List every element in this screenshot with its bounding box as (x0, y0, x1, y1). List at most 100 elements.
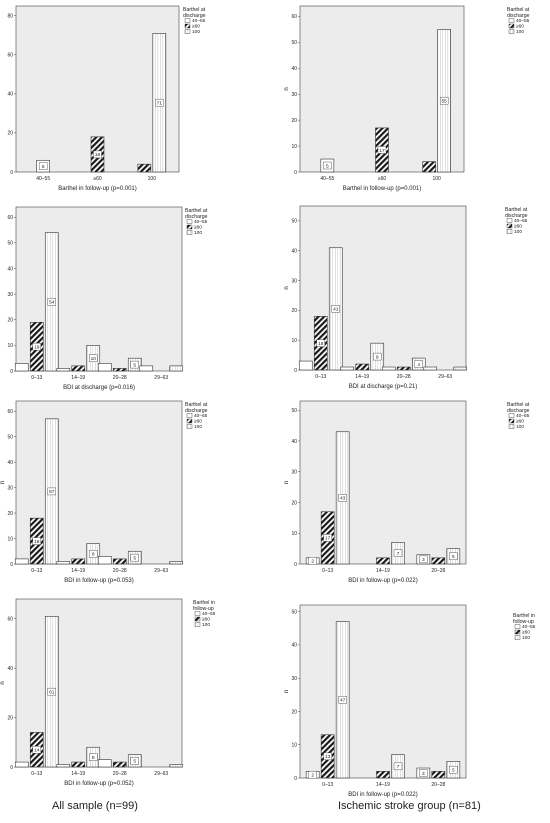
y-tick-label: 50 (291, 40, 297, 46)
x-tick-label: 20–28 (113, 771, 127, 777)
data-label: 41 (333, 307, 339, 313)
bar (137, 163, 152, 173)
y-axis-title: n (0, 481, 6, 484)
data-label-box (308, 557, 317, 565)
data-label-box (130, 553, 139, 562)
bar (423, 366, 438, 371)
x-tick-label: 0–13 (322, 782, 333, 788)
legend-label: 100 (514, 229, 522, 235)
legend-swatch (186, 418, 193, 424)
legend-swatch (186, 230, 193, 235)
legend-swatch (186, 219, 193, 224)
data-label-box (373, 352, 382, 361)
y-tick-label: 60 (7, 53, 13, 59)
data-label: 5 (452, 767, 455, 773)
y-tick-label: 40 (7, 92, 13, 98)
y-tick-label: 0 (10, 170, 13, 176)
chart-p4: 0 10 20 30 40 50 n 18 41 0–13 9 14–19 4 20–28 29–63 BDI… (284, 205, 528, 390)
legend-title: discharge (505, 213, 528, 219)
data-label-box (393, 762, 403, 771)
y-axis-title: n (284, 87, 290, 90)
data-label-box (47, 687, 56, 696)
legend-swatch (514, 635, 521, 640)
y-tick-label: 60 (7, 617, 13, 623)
x-tick-label: 29–63 (154, 375, 168, 381)
y-tick-label: 0 (294, 368, 297, 374)
legend-swatch (194, 622, 201, 627)
x-tick-label: 14–19 (376, 568, 390, 574)
y-tick-label: 20 (7, 511, 13, 517)
x-axis-title: BDI in follow-up (p=0.053) (64, 578, 134, 584)
y-tick-label: 20 (291, 709, 297, 715)
data-label-box (316, 339, 325, 347)
y-tick-label: 0 (294, 562, 297, 568)
y-tick-label: 30 (291, 92, 297, 98)
y-tick-label: 30 (7, 485, 13, 491)
y-axis-title: n (284, 690, 290, 693)
data-label: 47 (340, 698, 346, 704)
legend-label: ≥60 (202, 617, 210, 623)
data-label-box (449, 765, 458, 774)
x-tick-label: 0–13 (322, 568, 333, 574)
y-tick-label: 0 (10, 765, 13, 771)
bar (139, 365, 154, 372)
legend-title: Barthel in (513, 613, 535, 619)
x-tick-label: 29–63 (154, 771, 168, 777)
y-tick-label: 0 (10, 562, 13, 568)
data-label-box (32, 537, 41, 545)
bar (376, 771, 390, 779)
legend-label: 100 (192, 29, 200, 35)
y-axis-title: n (0, 681, 6, 684)
data-label: 18 (34, 539, 40, 545)
x-tick-label: 14–19 (376, 782, 390, 788)
legend-label: 40–55 (516, 18, 530, 24)
y-tick-label: 60 (7, 409, 13, 415)
y-tick-label: 20 (291, 118, 297, 124)
x-axis-title: Barthel in follow-up (p=0.001) (58, 186, 137, 192)
bar (340, 366, 355, 371)
data-label: 6 (42, 164, 45, 170)
legend-title: Barthel at (507, 7, 530, 13)
x-tick-label: 100 (432, 176, 441, 182)
bar (56, 764, 71, 768)
legend-swatch (508, 29, 515, 34)
data-label: 17 (379, 148, 385, 154)
y-tick-label: 40 (7, 666, 13, 672)
y-tick-label: 60 (291, 14, 297, 20)
legend-title: Barthel at (185, 402, 208, 408)
x-tick-label: 20–28 (431, 782, 445, 788)
data-label-box (338, 494, 347, 502)
chart-p7: 0 20 40 60 n 14 61 0–13 8 14–19 5 20–28 29–63 BDI in … (0, 598, 216, 787)
legend-label: 40–55 (514, 218, 528, 224)
data-label: 5 (452, 554, 455, 560)
data-label-box (130, 757, 139, 765)
y-tick-label: 10 (291, 743, 297, 749)
data-label-box (47, 487, 56, 496)
y-tick-label: 10 (7, 536, 13, 542)
legend-title: discharge (185, 408, 208, 414)
bar (71, 558, 86, 565)
bar (169, 561, 184, 565)
x-tick-label: 29–63 (438, 374, 452, 380)
legend-label: 100 (194, 424, 202, 430)
y-tick-label: 40 (7, 460, 13, 466)
caption-all-sample: All sample (n=99) (52, 800, 138, 812)
legend-title: follow-up (193, 606, 214, 612)
legend-title: Barthel in (193, 600, 215, 606)
plot-area (15, 206, 183, 372)
legend-label: ≥60 (192, 24, 200, 30)
data-label-box (32, 342, 41, 351)
data-label: 43 (340, 496, 346, 502)
plot-area (15, 598, 183, 768)
data-label-box (393, 549, 403, 557)
data-label-box (439, 96, 449, 105)
bar (112, 761, 127, 768)
data-label-box (323, 752, 332, 761)
data-label: 2 (311, 559, 314, 565)
x-tick-label: 40–55 (320, 176, 334, 182)
bar (355, 363, 370, 371)
data-label: 19 (34, 344, 40, 350)
data-label-box (419, 769, 428, 777)
x-axis-title: BDI in follow-up (p=0.022) (348, 792, 418, 798)
bar (97, 556, 112, 565)
